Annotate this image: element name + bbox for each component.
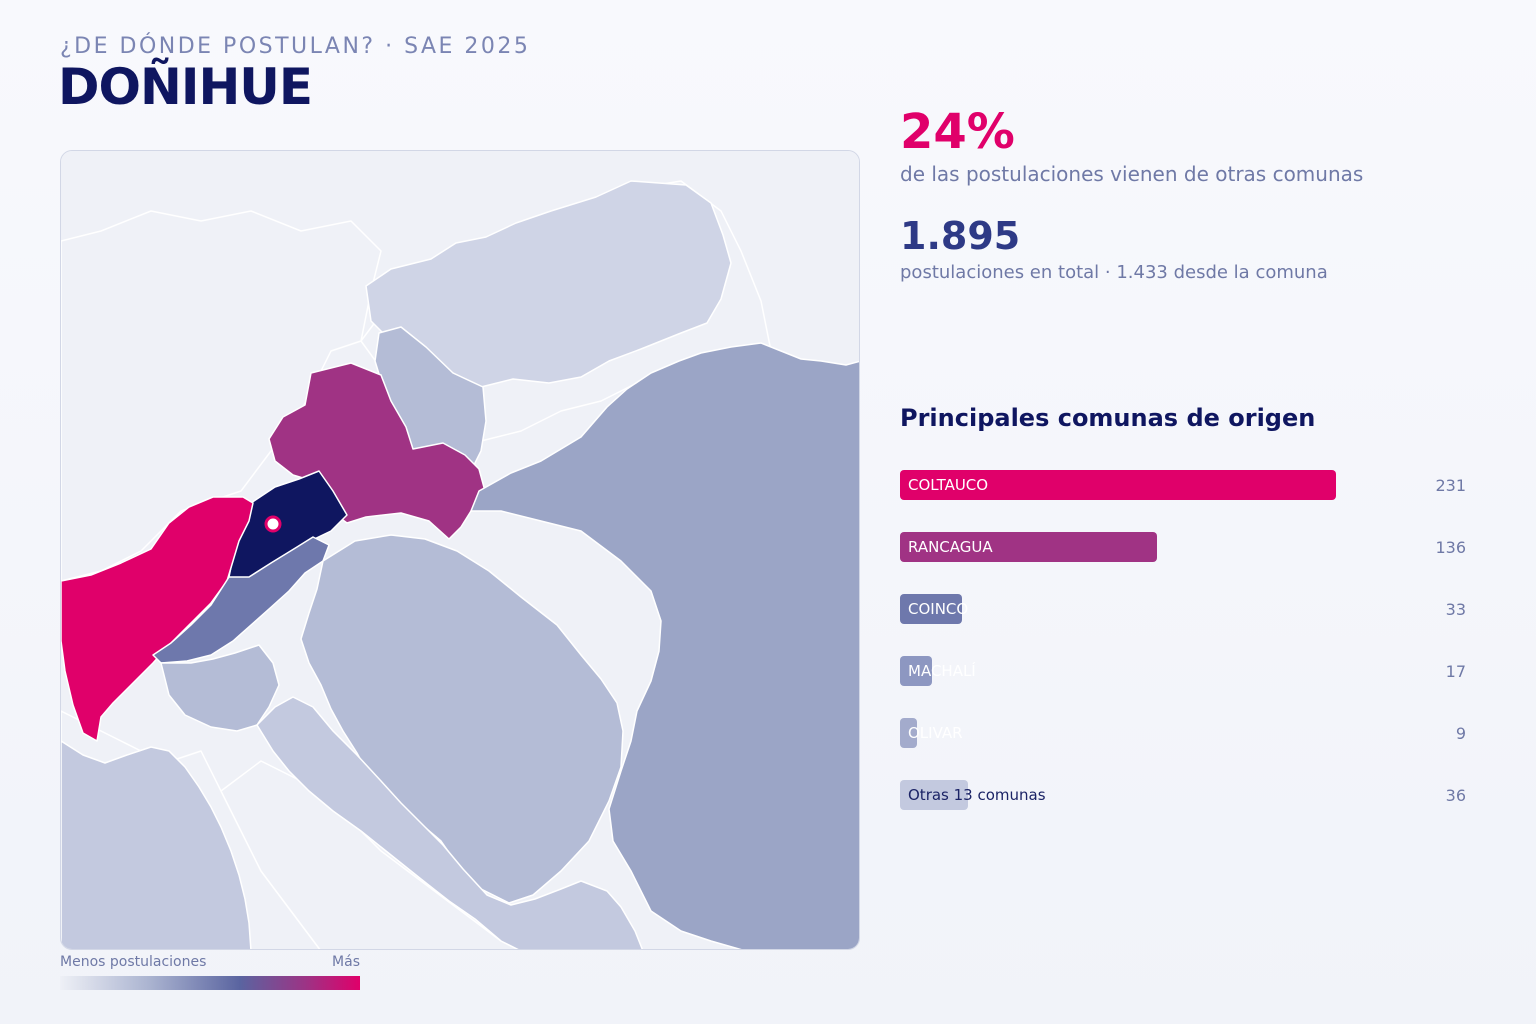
origins-title: Principales comunas de origen (900, 404, 1316, 432)
origin-value: 231 (1435, 476, 1466, 495)
choropleth-map[interactable] (60, 150, 860, 950)
origin-row[interactable]: COINCO 33 (900, 594, 1466, 624)
origin-bar (900, 470, 1336, 500)
map-svg (61, 151, 860, 950)
origin-name: RANCAGUA (908, 538, 993, 556)
origin-bar (900, 656, 932, 686)
region-coinco[interactable] (152, 536, 330, 664)
origin-name: COINCO (908, 600, 969, 618)
legend-gradient (60, 976, 360, 990)
origin-row[interactable]: MACHALÍ 17 (900, 656, 1466, 686)
page-kicker: ¿DE DÓNDE POSTULAN? · SAE 2025 (60, 34, 531, 59)
region-east-large[interactable] (470, 342, 860, 950)
external-percentage-description: de las postulaciones vienen de otras com… (900, 162, 1364, 186)
origin-row[interactable]: COLTAUCO 231 (900, 470, 1466, 500)
page-title: DOÑIHUE (58, 58, 313, 116)
origin-value: 33 (1445, 600, 1466, 619)
region-machali[interactable] (300, 534, 624, 904)
origin-name: MACHALÍ (908, 662, 976, 680)
region-south-west[interactable] (61, 740, 252, 950)
region-south-central[interactable] (256, 696, 644, 950)
legend-high-label: Más (332, 954, 360, 970)
origin-name: OLIVAR (908, 724, 963, 742)
origin-row[interactable]: OLIVAR 9 (900, 718, 1466, 748)
external-percentage: 24% (900, 104, 1015, 160)
total-applications-description: postulaciones en total · 1.433 desde la … (900, 262, 1328, 283)
map-legend: Menos postulaciones Más (60, 954, 360, 990)
region-olivar[interactable] (160, 644, 280, 732)
legend-low-label: Menos postulaciones (60, 954, 207, 970)
origin-bar (900, 718, 917, 748)
origin-name: Otras 13 comunas (908, 786, 1046, 804)
origin-bar (900, 780, 968, 810)
origin-bar (900, 594, 962, 624)
origin-row[interactable]: RANCAGUA 136 (900, 532, 1466, 562)
origin-value: 9 (1455, 724, 1466, 743)
origin-value: 36 (1445, 786, 1466, 805)
origin-name: COLTAUCO (908, 476, 989, 494)
total-applications: 1.895 (900, 214, 1021, 258)
origin-value: 136 (1435, 538, 1466, 557)
origin-row[interactable]: Otras 13 comunas 36 (900, 780, 1466, 810)
origin-value: 17 (1445, 662, 1466, 681)
origin-bar (900, 532, 1157, 562)
doñihue-marker[interactable] (264, 515, 282, 533)
